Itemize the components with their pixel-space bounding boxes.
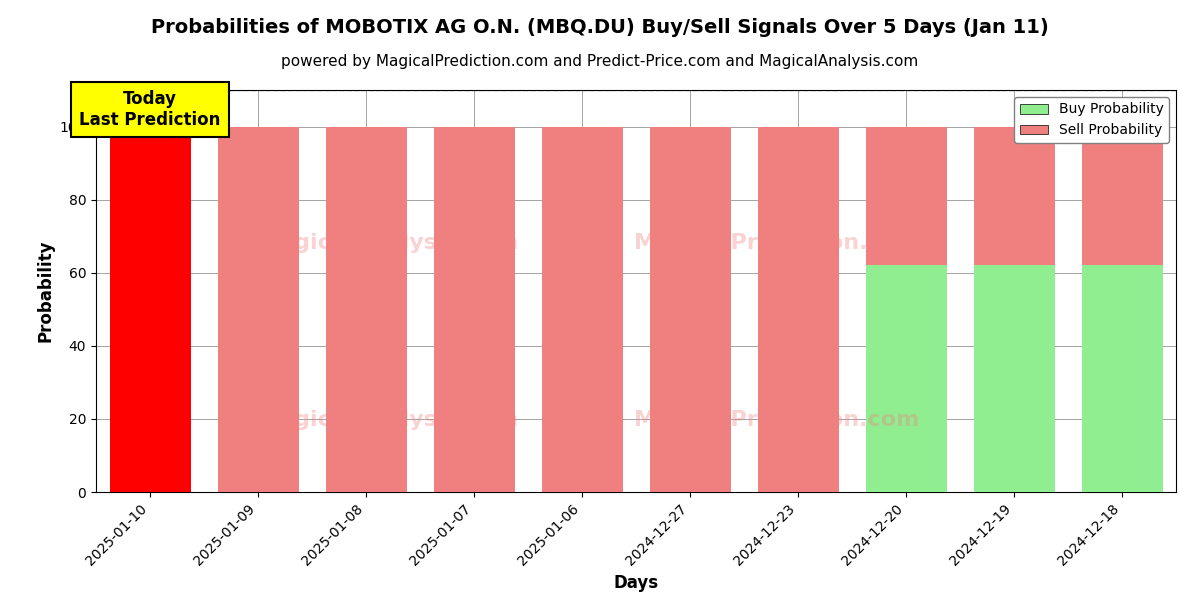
Bar <box>1081 127 1163 265</box>
Bar <box>649 127 731 492</box>
Bar <box>865 127 947 265</box>
Text: MagicalPrediction.com: MagicalPrediction.com <box>634 233 919 253</box>
Bar <box>325 127 407 492</box>
Bar <box>541 127 623 492</box>
Y-axis label: Probability: Probability <box>36 240 54 342</box>
Legend: Buy Probability, Sell Probability: Buy Probability, Sell Probability <box>1014 97 1169 143</box>
Text: MagicalAnalysis.com: MagicalAnalysis.com <box>257 410 518 430</box>
Bar <box>1081 265 1163 492</box>
Bar <box>865 265 947 492</box>
X-axis label: Days: Days <box>613 574 659 592</box>
Bar <box>973 127 1055 265</box>
Bar <box>433 127 515 492</box>
Text: powered by MagicalPrediction.com and Predict-Price.com and MagicalAnalysis.com: powered by MagicalPrediction.com and Pre… <box>281 54 919 69</box>
Bar <box>109 127 191 492</box>
Text: MagicalPrediction.com: MagicalPrediction.com <box>634 410 919 430</box>
Text: MagicalAnalysis.com: MagicalAnalysis.com <box>257 233 518 253</box>
Bar <box>217 127 299 492</box>
Bar <box>757 127 839 492</box>
Bar <box>973 265 1055 492</box>
Text: Today
Last Prediction: Today Last Prediction <box>79 90 221 129</box>
Text: Probabilities of MOBOTIX AG O.N. (MBQ.DU) Buy/Sell Signals Over 5 Days (Jan 11): Probabilities of MOBOTIX AG O.N. (MBQ.DU… <box>151 18 1049 37</box>
